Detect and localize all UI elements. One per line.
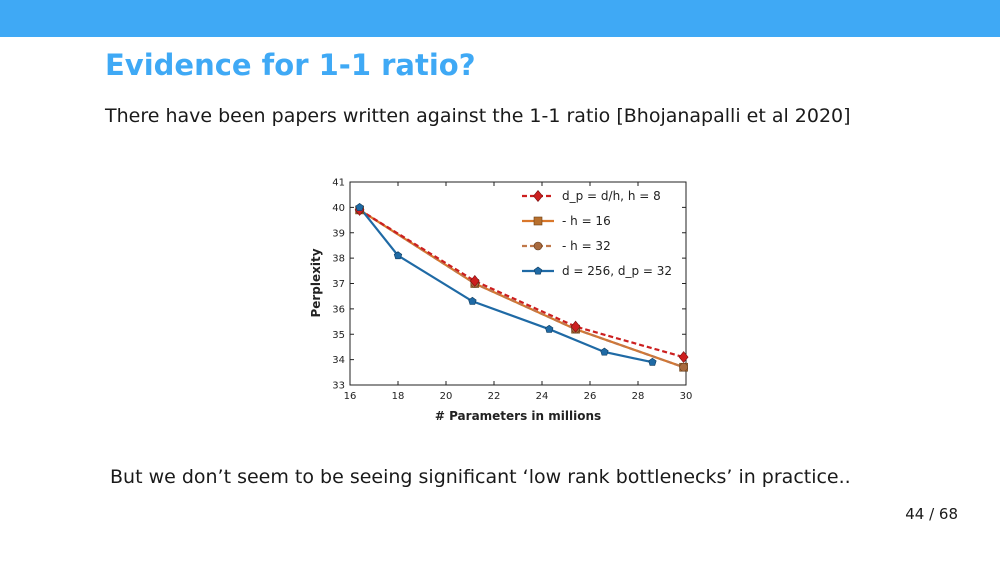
slide-body-line-2: But we don’t seem to be seeing significa… bbox=[110, 466, 851, 488]
x-tick-label: 18 bbox=[392, 391, 405, 402]
x-tick-label: 20 bbox=[440, 391, 453, 402]
legend-label: d = 256, d_p = 32 bbox=[562, 264, 672, 278]
x-axis-label: # Parameters in millions bbox=[435, 409, 601, 423]
series-marker bbox=[678, 351, 689, 364]
x-tick-label: 28 bbox=[632, 391, 645, 402]
series-marker bbox=[355, 203, 364, 211]
x-tick-label: 30 bbox=[680, 391, 693, 402]
perplexity-chart: 16 18 20 22 24 26 28 30 33 34 35 36 37 38 39 40 41 d_p =… bbox=[300, 170, 700, 430]
page-total: 68 bbox=[938, 505, 958, 523]
slide-title: Evidence for 1-1 ratio? bbox=[105, 48, 476, 82]
legend-label: d_p = d/h, h = 8 bbox=[562, 189, 661, 203]
y-tick-label: 40 bbox=[332, 203, 345, 214]
x-tick-label: 16 bbox=[344, 391, 357, 402]
y-tick-label: 33 bbox=[332, 381, 345, 392]
series-marker bbox=[679, 362, 688, 372]
series-line bbox=[359, 208, 684, 359]
series-marker bbox=[533, 241, 543, 251]
series-marker bbox=[545, 324, 554, 333]
y-tick-label: 39 bbox=[332, 228, 345, 239]
series-marker bbox=[469, 274, 480, 287]
y-tick-label: 41 bbox=[332, 178, 345, 189]
legend-label: - h = 16 bbox=[562, 214, 611, 228]
page-current: 44 bbox=[905, 505, 925, 523]
y-tick-label: 38 bbox=[332, 254, 345, 265]
y-tick-label: 35 bbox=[332, 330, 345, 341]
series-marker bbox=[600, 347, 609, 356]
x-tick-label: 22 bbox=[488, 391, 501, 402]
series-marker bbox=[393, 251, 403, 260]
series-marker bbox=[648, 357, 657, 366]
series-marker bbox=[570, 320, 581, 333]
slide-body-line-1: There have been papers written against t… bbox=[105, 105, 851, 127]
page-number: 44 / 68 bbox=[905, 505, 958, 523]
series-line bbox=[358, 206, 653, 364]
x-tick-label: 26 bbox=[584, 391, 597, 402]
top-accent-bar bbox=[0, 0, 1000, 37]
y-axis-label: Perplexity bbox=[309, 248, 323, 317]
y-tick-label: 34 bbox=[332, 355, 345, 366]
series-marker bbox=[468, 296, 477, 305]
y-tick-label: 37 bbox=[332, 279, 345, 290]
series-marker bbox=[533, 216, 543, 226]
series-marker bbox=[533, 190, 543, 202]
x-tick-label: 24 bbox=[536, 391, 549, 402]
y-tick-label: 36 bbox=[332, 304, 345, 315]
legend-label: - h = 32 bbox=[562, 239, 611, 253]
series-marker bbox=[533, 266, 543, 275]
